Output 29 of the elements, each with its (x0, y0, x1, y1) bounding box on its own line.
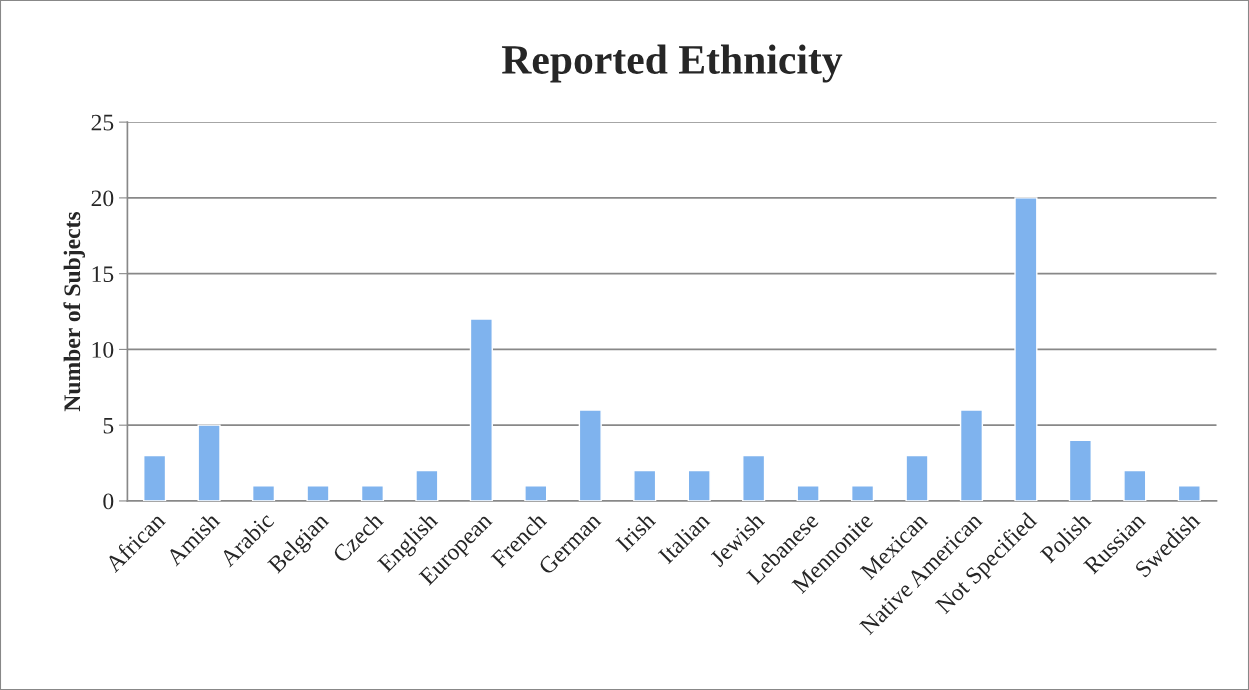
x-tick-label: Irish (614, 510, 657, 553)
bar (796, 485, 820, 501)
y-tick-label: 20 (91, 190, 114, 207)
bar (905, 454, 929, 501)
bar (1068, 439, 1092, 501)
bar (578, 409, 602, 501)
bar (524, 485, 548, 501)
y-tick-label: 0 (103, 493, 114, 510)
bar (850, 485, 875, 501)
bar (360, 485, 385, 501)
bar (197, 424, 221, 501)
chart-title: Reported Ethnicity (501, 44, 843, 83)
y-tick-label: 10 (92, 341, 114, 358)
bar (633, 469, 657, 501)
y-tick-label: 5 (103, 417, 114, 434)
bar (1123, 469, 1147, 501)
bar (415, 469, 439, 501)
bar (959, 409, 984, 501)
y-axis-title: Number of Subjects (63, 211, 86, 412)
bar (687, 469, 711, 501)
bar (1177, 485, 1201, 501)
bar (742, 454, 766, 501)
bar (306, 485, 330, 501)
bar (1014, 197, 1038, 501)
y-tick-label: 15 (92, 266, 114, 283)
y-tick-label: 25 (91, 114, 114, 131)
bar (143, 454, 167, 501)
bar (251, 485, 276, 501)
bar (469, 318, 493, 501)
